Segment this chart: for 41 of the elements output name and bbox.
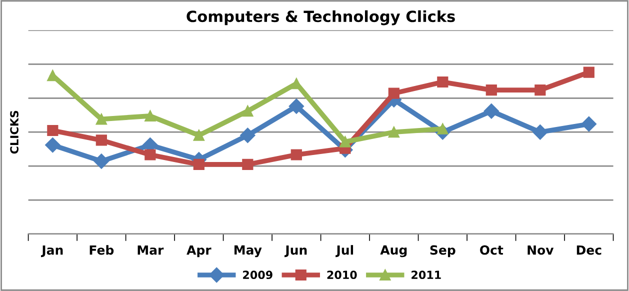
- x-tick-label: Apr: [186, 245, 212, 258]
- y-axis-title: CLICKS: [10, 110, 19, 154]
- x-tick-label: Mar: [138, 245, 164, 255]
- x-tick-label: Sep: [430, 245, 456, 258]
- point: [193, 130, 204, 141]
- point: [242, 158, 254, 170]
- point: [144, 149, 156, 160]
- point: [388, 126, 400, 138]
- x-tick-label: Nov: [528, 245, 554, 255]
- point: [288, 98, 304, 114]
- point: [583, 66, 594, 78]
- point: [437, 76, 448, 88]
- point: [96, 134, 107, 146]
- x-tick-label: Aug: [380, 245, 407, 258]
- point: [486, 84, 497, 96]
- point: [388, 88, 400, 99]
- point: [144, 110, 156, 122]
- point: [534, 84, 546, 96]
- x-tick-label: Oct: [480, 245, 504, 255]
- x-tick-label: Dec: [576, 245, 602, 255]
- point: [45, 137, 60, 153]
- point: [290, 149, 302, 160]
- point: [484, 104, 499, 119]
- legend-label: 2009: [243, 270, 272, 280]
- point: [340, 136, 351, 148]
- point: [47, 124, 58, 136]
- point: [193, 158, 204, 170]
- point: [242, 106, 254, 117]
- legend-label: 2010: [327, 270, 357, 280]
- x-tick-label: Jul: [336, 245, 354, 258]
- x-tick-label: Jan: [40, 245, 63, 258]
- chart-title: Computers & Technology Clicks: [186, 10, 455, 26]
- legend-label: 2011: [412, 270, 441, 280]
- x-tick-label: Jun: [284, 245, 307, 258]
- x-tick-label: Feb: [90, 245, 114, 255]
- point: [240, 128, 256, 143]
- point: [94, 154, 109, 169]
- x-tick-label: May: [234, 245, 262, 258]
- point: [96, 114, 107, 125]
- point: [532, 124, 548, 140]
- point: [581, 116, 596, 132]
